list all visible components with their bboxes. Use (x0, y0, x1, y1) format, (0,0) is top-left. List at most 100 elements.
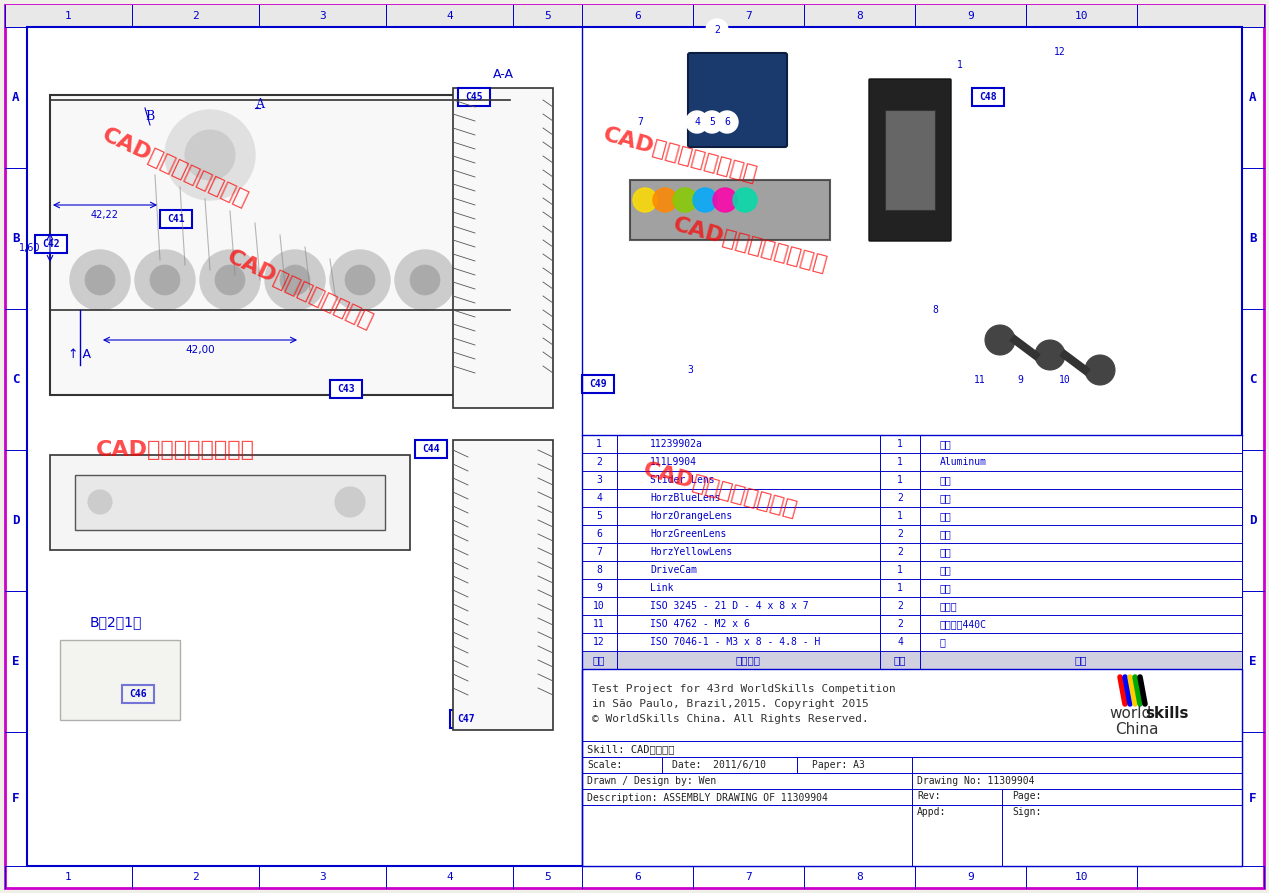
Text: 42,22: 42,22 (91, 210, 119, 220)
Text: 11: 11 (975, 375, 986, 385)
Text: 3: 3 (319, 11, 326, 21)
Text: 8: 8 (596, 565, 602, 575)
Text: © WorldSkills China. All Rights Reserved.: © WorldSkills China. All Rights Reserved… (593, 714, 869, 724)
Text: CAD机械三维模型设计: CAD机械三维模型设计 (670, 214, 830, 275)
Text: E: E (13, 655, 20, 668)
Circle shape (706, 19, 728, 41)
Bar (582, 615, 1242, 633)
Text: 111L9904: 111L9904 (650, 457, 697, 467)
Bar (582, 435, 1242, 453)
Bar (582, 651, 1242, 669)
Text: HorzYellowLens: HorzYellowLens (650, 547, 732, 557)
Text: 2: 2 (192, 872, 199, 882)
Text: A-A: A-A (492, 69, 514, 81)
Bar (582, 525, 1242, 543)
Text: CAD机械三维模型设计: CAD机械三维模型设计 (600, 125, 759, 185)
Text: 4: 4 (447, 872, 453, 882)
Text: 7: 7 (745, 872, 751, 882)
Circle shape (280, 265, 310, 295)
Circle shape (150, 265, 180, 295)
Text: 常规: 常规 (940, 511, 952, 521)
Text: 5: 5 (544, 872, 551, 882)
Circle shape (70, 250, 129, 310)
Circle shape (693, 188, 717, 212)
Text: F: F (1249, 792, 1256, 805)
Circle shape (1049, 41, 1071, 63)
Bar (582, 453, 1242, 471)
Text: 42,00: 42,00 (185, 345, 214, 355)
Text: world: world (1109, 706, 1151, 722)
Bar (122, 685, 154, 703)
Text: 6: 6 (596, 529, 602, 539)
Circle shape (924, 299, 945, 321)
Circle shape (330, 250, 390, 310)
Bar (884, 110, 935, 210)
Text: 常规: 常规 (940, 493, 952, 503)
Text: 10: 10 (1060, 375, 1071, 385)
Bar (49, 95, 510, 395)
Circle shape (185, 130, 235, 180)
Text: 项目: 项目 (593, 655, 605, 665)
Circle shape (135, 250, 195, 310)
Text: C45: C45 (466, 92, 482, 102)
Bar (582, 633, 1242, 651)
Text: 7: 7 (596, 547, 602, 557)
Text: 2: 2 (897, 493, 904, 503)
Text: ↑ A: ↑ A (69, 348, 91, 362)
Text: Paper: A3: Paper: A3 (812, 760, 865, 770)
Text: Skill: CAD机械设计: Skill: CAD机械设计 (588, 744, 675, 754)
Text: 6: 6 (725, 117, 730, 127)
Circle shape (410, 265, 440, 295)
Text: 1: 1 (897, 511, 904, 521)
FancyBboxPatch shape (688, 53, 787, 147)
Circle shape (633, 188, 657, 212)
Circle shape (1055, 369, 1076, 391)
Text: Drawn / Design by: Wen: Drawn / Design by: Wen (588, 776, 716, 786)
Text: 5: 5 (544, 11, 551, 21)
Text: 11239902a: 11239902a (650, 439, 703, 449)
Text: C47: C47 (457, 714, 475, 724)
Text: 9: 9 (967, 11, 973, 21)
Text: Rev:: Rev: (917, 791, 940, 801)
Circle shape (1085, 355, 1115, 385)
Text: Date:  2011/6/10: Date: 2011/6/10 (673, 760, 766, 770)
Circle shape (733, 188, 758, 212)
Text: 8: 8 (931, 305, 938, 315)
Text: 常规: 常规 (940, 583, 952, 593)
Text: 5: 5 (596, 511, 602, 521)
Text: 10: 10 (1075, 872, 1089, 882)
Text: A: A (255, 98, 264, 112)
Text: DriveCam: DriveCam (650, 565, 697, 575)
Bar (453, 88, 553, 408)
Text: China: China (1115, 722, 1159, 737)
Text: 11: 11 (593, 619, 605, 629)
Text: ISO 4762 - M2 x 6: ISO 4762 - M2 x 6 (650, 619, 750, 629)
Text: 1: 1 (897, 475, 904, 485)
Bar (5, 5, 1264, 27)
Text: 1,60: 1,60 (19, 243, 41, 253)
Text: Appd:: Appd: (917, 807, 947, 817)
Text: 3: 3 (596, 475, 602, 485)
Text: Sign:: Sign: (1011, 807, 1042, 817)
Bar (629, 180, 830, 240)
Bar (972, 88, 1004, 106)
Text: Drawing No: 11309904: Drawing No: 11309904 (917, 776, 1034, 786)
Text: C44: C44 (423, 444, 440, 454)
Text: C: C (13, 373, 20, 386)
Text: 2: 2 (596, 457, 602, 467)
Text: 9: 9 (967, 872, 973, 882)
Circle shape (713, 188, 737, 212)
Bar (36, 235, 67, 253)
Text: 1: 1 (897, 565, 904, 575)
Text: 1: 1 (897, 439, 904, 449)
Circle shape (985, 325, 1015, 355)
Text: 8: 8 (857, 11, 863, 21)
Text: 2: 2 (897, 619, 904, 629)
Circle shape (716, 111, 739, 133)
Text: skills: skills (1145, 706, 1189, 722)
Text: 1: 1 (65, 872, 72, 882)
Text: C46: C46 (129, 689, 147, 699)
Circle shape (673, 188, 697, 212)
Text: B: B (13, 232, 20, 245)
Text: 9: 9 (596, 583, 602, 593)
